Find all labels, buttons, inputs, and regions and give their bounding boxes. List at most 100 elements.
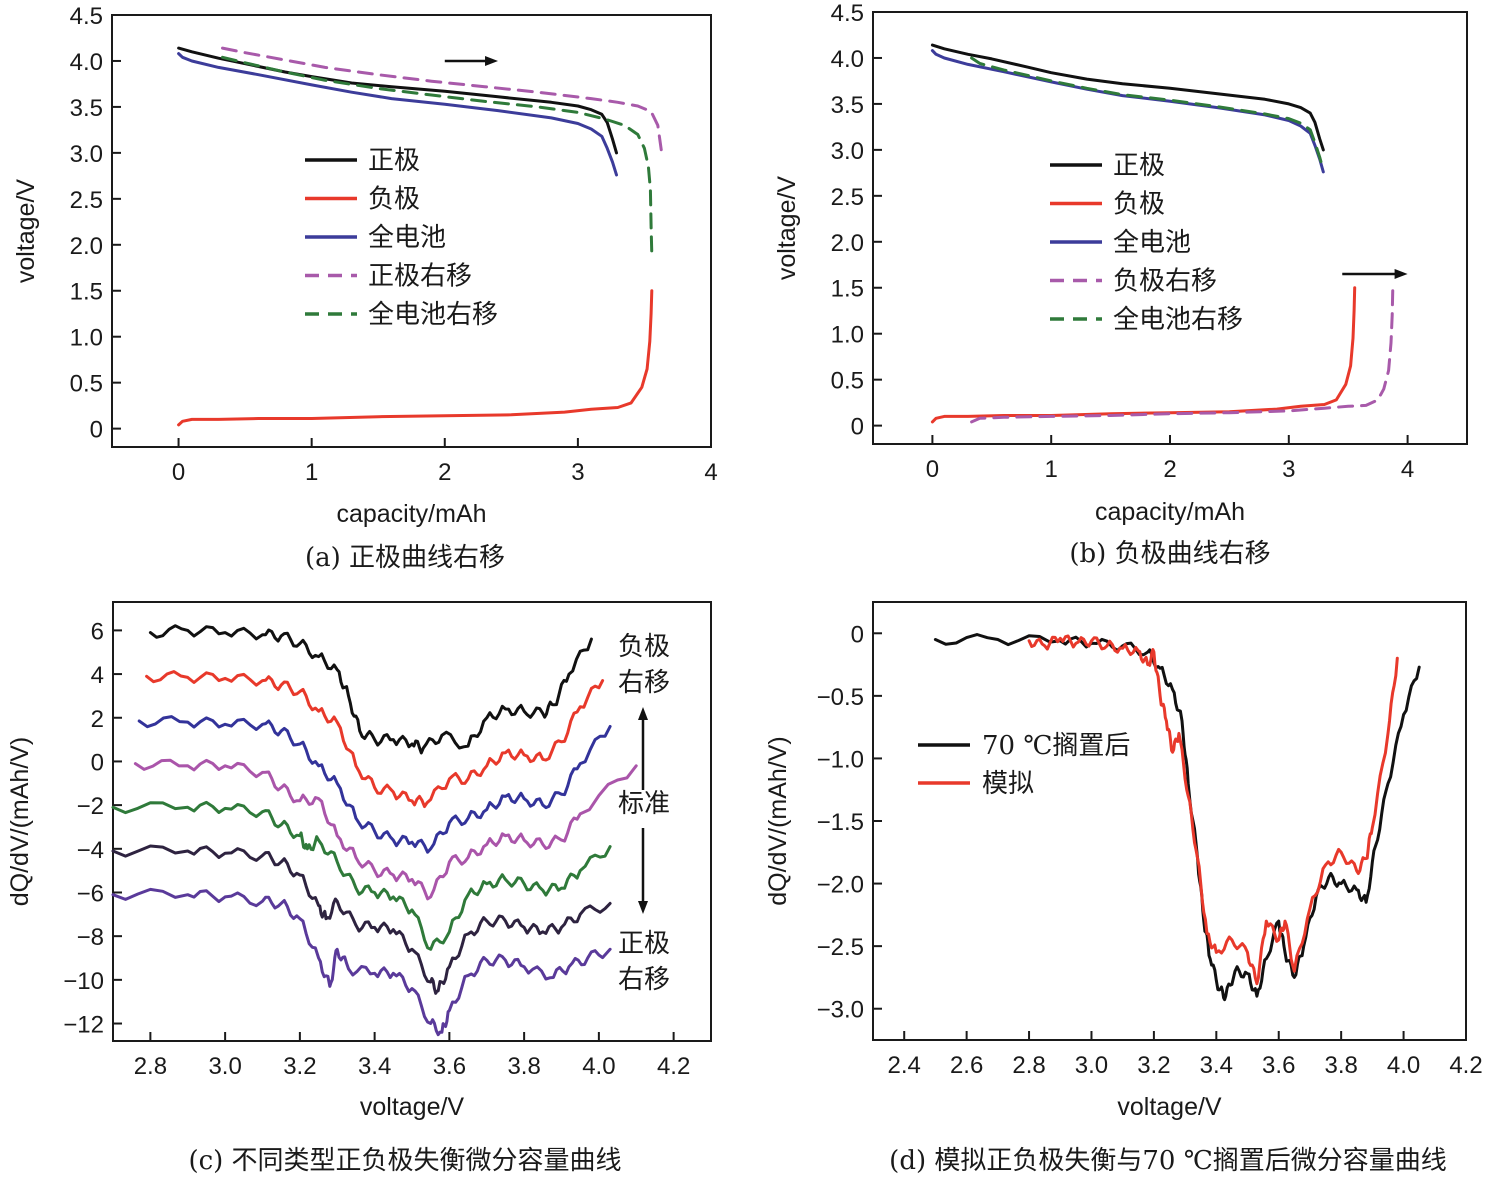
- x-tick-label: 1: [1045, 456, 1058, 483]
- panel-caption: (b) 负极曲线右移: [1069, 539, 1270, 569]
- series-line-4: [970, 286, 1395, 424]
- y-tick-label: −12: [63, 1012, 104, 1039]
- x-tick-label: 3.0: [1075, 1052, 1108, 1079]
- annotation-label: 正极右移: [618, 929, 670, 995]
- x-tick-label: 0: [926, 456, 939, 483]
- x-tick-label: 3.8: [1324, 1052, 1357, 1079]
- y-tick-label: −10: [63, 968, 104, 995]
- panel-d-dqdv-simulation: 2.4 2.6 2.8 3.0 3.2 3.4 3.6 3.8 4.0 4.2 0 −0.5 −1.0 −…: [764, 601, 1483, 1176]
- x-axis-title: capacity/mAh: [1095, 498, 1245, 526]
- y-axis-title: dQ/dV/(mAh/V): [764, 736, 792, 906]
- legend-label: 正极右移: [368, 262, 472, 292]
- legend-label: 70 ℃搁置后: [982, 731, 1130, 761]
- x-tick-label: 4.0: [1387, 1052, 1420, 1079]
- y-tick-label: 0: [851, 621, 864, 648]
- y-tick-label: 0.5: [70, 371, 103, 398]
- y-tick-label: 0: [851, 414, 864, 441]
- x-tick-label: 0: [172, 459, 185, 486]
- y-tick-label: −1.0: [817, 746, 864, 773]
- series-line-2: [930, 286, 1357, 424]
- y-tick-label: 2.5: [831, 184, 864, 211]
- y-tick-label: −0.5: [817, 684, 864, 711]
- plot-frame: [872, 601, 1467, 1041]
- y-tick-label: −1.5: [817, 809, 864, 836]
- y-tick-label: 4.5: [831, 0, 864, 27]
- panel-a-voltage-capacity: 0 1 2 3 4 0 0.5 1.0 1.5 2.0 2.5 3.0 3.5 4.0 4.5 capacit…: [12, 3, 718, 573]
- legend-label: 负极: [368, 185, 420, 215]
- series-line-2: [1027, 634, 1399, 986]
- y-tick-label: 4: [91, 662, 104, 689]
- legend-label: 正极: [368, 146, 420, 176]
- x-tick-label: 3.8: [507, 1053, 540, 1080]
- x-tick-label: 3.2: [283, 1053, 316, 1080]
- y-tick-label: −4: [77, 837, 104, 864]
- series-line-1: [933, 633, 1421, 1002]
- annotation-line: 负极: [618, 632, 670, 662]
- legend-label: 正极: [1113, 151, 1165, 181]
- x-tick-label: 2.4: [888, 1052, 921, 1079]
- series-line-1: [148, 624, 593, 755]
- y-tick-label: 4.5: [70, 3, 103, 30]
- series-line-7: [111, 887, 612, 1037]
- x-tick-label: 4: [704, 459, 717, 486]
- x-tick-label: 4.0: [582, 1053, 615, 1080]
- annotation-label: 负极右移: [618, 632, 670, 698]
- y-tick-label: 3.5: [831, 92, 864, 119]
- x-tick-label: 2: [1163, 456, 1176, 483]
- legend-label: 全电池: [368, 223, 446, 253]
- annotation-line: 正极: [618, 929, 670, 959]
- legend-label: 全电池右移: [368, 300, 498, 330]
- y-tick-label: 4.0: [70, 49, 103, 76]
- legend-label: 模拟: [982, 769, 1034, 799]
- y-tick-label: 2.0: [831, 230, 864, 257]
- y-tick-label: −6: [77, 880, 104, 907]
- panel-caption: (d) 模拟正负极失衡与70 ℃搁置后微分容量曲线: [889, 1146, 1447, 1176]
- annotation-line: 右移: [618, 965, 670, 995]
- series-line-3: [177, 52, 618, 177]
- legend-label: 全电池: [1113, 228, 1191, 258]
- y-tick-label: −8: [77, 924, 104, 951]
- series-line-2: [145, 670, 605, 809]
- series-line-6: [111, 844, 612, 995]
- annotation-line: 右移: [618, 668, 670, 698]
- y-tick-label: 6: [91, 618, 104, 645]
- panel-c-dqdv-imbalance: 2.8 3.0 3.2 3.4 3.6 3.8 4.0 4.2 6 4 2 0 −2 −4 −6 −8 −10 −…: [6, 601, 712, 1176]
- x-tick-label: 4.2: [1449, 1052, 1482, 1079]
- x-axis-title: voltage/V: [1117, 1093, 1222, 1121]
- x-tick-label: 1: [305, 459, 318, 486]
- x-tick-label: 2: [438, 459, 451, 486]
- panel-b-voltage-capacity: 0 1 2 3 4 0 0.5 1.0 1.5 2.0 2.5 3.0 3.5 4.0 4.5 capacit…: [773, 0, 1468, 569]
- arrow-head-icon: [1394, 268, 1408, 279]
- series-line-1: [930, 43, 1325, 152]
- y-tick-label: 0.5: [831, 368, 864, 395]
- x-tick-label: 2.8: [134, 1053, 167, 1080]
- series-line-5: [111, 800, 612, 951]
- y-tick-label: 1.0: [831, 322, 864, 349]
- y-tick-label: 4.0: [831, 46, 864, 73]
- x-tick-label: 2.8: [1012, 1052, 1045, 1079]
- y-tick-label: 3.0: [70, 141, 103, 168]
- series-line-2: [177, 289, 654, 427]
- annotation-line: 标准: [618, 789, 670, 819]
- x-axis-title: capacity/mAh: [336, 500, 486, 528]
- panel-caption: (a) 正极曲线右移: [305, 543, 505, 573]
- y-tick-label: 2.0: [70, 233, 103, 260]
- arrow-down-icon: [638, 901, 648, 914]
- y-tick-label: 3.0: [831, 138, 864, 165]
- y-tick-label: 0: [91, 749, 104, 776]
- y-axis-title: voltage/V: [773, 176, 801, 281]
- x-tick-label: 3.4: [358, 1053, 391, 1080]
- series-line-5: [221, 55, 654, 256]
- arrow-up-icon: [638, 707, 648, 720]
- y-tick-label: 2.5: [70, 187, 103, 214]
- y-tick-label: −2: [77, 793, 104, 820]
- y-tick-label: 3.5: [70, 95, 103, 122]
- series-line-4: [221, 46, 664, 155]
- y-tick-label: −3.0: [817, 997, 864, 1024]
- series-line-3: [137, 715, 612, 854]
- y-tick-label: 1.0: [70, 325, 103, 352]
- x-tick-label: 4: [1401, 456, 1414, 483]
- x-tick-label: 4.2: [657, 1053, 690, 1080]
- x-tick-label: 3.0: [208, 1053, 241, 1080]
